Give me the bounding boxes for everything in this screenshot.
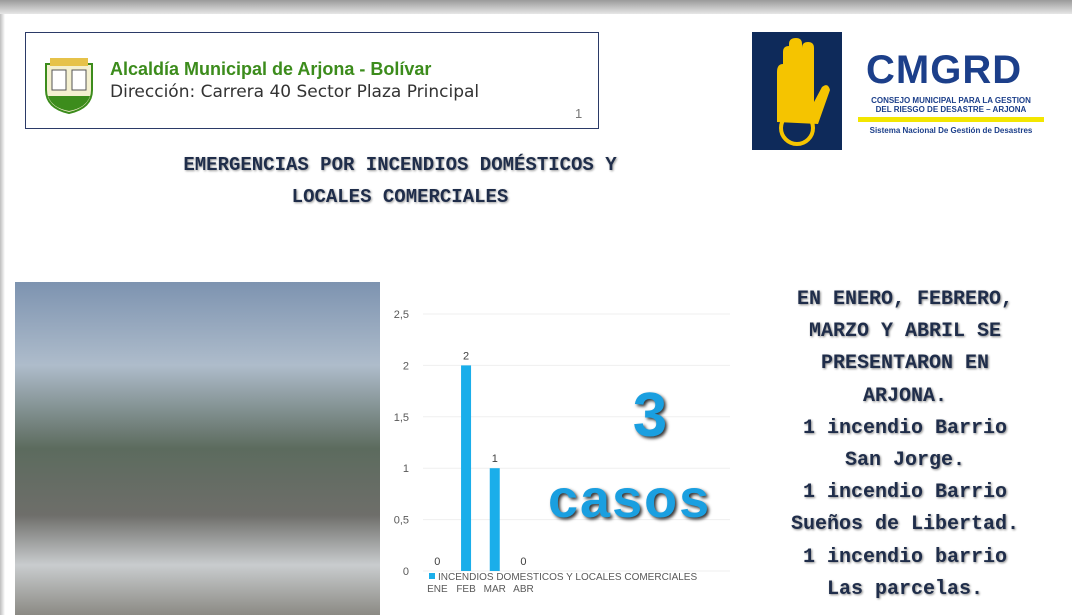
photo: [15, 282, 380, 615]
x-tick-label: FEB: [456, 584, 476, 595]
total-label: casos: [548, 469, 712, 529]
summary-line: Sueños de Libertad.: [790, 513, 1020, 537]
summary-line: Las parcelas.: [826, 577, 984, 601]
x-tick-label: ABR: [513, 584, 534, 595]
address: Dirección: Carrera 40 Sector Plaza Princ…: [110, 82, 480, 102]
logo-text: Sistema Nacional De Gestión de Desastres: [869, 126, 1033, 135]
bar: [489, 468, 500, 571]
y-tick-label: 0: [403, 566, 409, 578]
title: EMERGENCIAS POR INCENDIOS DOMÉSTICOS Y: [183, 154, 617, 176]
logo-text: CONSEJO MUNICIPAL PARA LA GESTION: [871, 96, 1031, 105]
summary-line: San Jorge.: [844, 449, 966, 472]
org-name: Alcaldía Municipal de Arjona - Bolívar: [110, 59, 432, 79]
summary-line: PRESENTARON EN: [820, 352, 990, 376]
title: LOCALES COMERCIALES: [291, 186, 509, 208]
x-tick-label: ENE: [427, 584, 448, 595]
y-tick-label: 2,5: [394, 309, 409, 321]
y-tick-label: 0,5: [394, 515, 409, 527]
summary-line: 1 incendio Barrio: [802, 481, 1008, 505]
summary-line: 1 incendio Barrio: [802, 416, 1008, 440]
summary-line: 1 incendio barrio: [802, 545, 1008, 569]
x-tick-label: MAR: [484, 584, 506, 595]
legend-swatch: [429, 573, 435, 579]
data-label: 2: [463, 350, 469, 362]
data-label: 0: [520, 556, 526, 568]
summary-line: MARZO Y ABRIL SE: [808, 320, 1002, 344]
y-tick-label: 1: [403, 463, 409, 475]
logo-bar: [858, 117, 1044, 122]
data-label: 1: [492, 453, 498, 465]
total-number: 3: [632, 381, 668, 450]
bar: [461, 365, 472, 571]
y-tick-label: 2: [403, 360, 409, 372]
crest: [45, 58, 93, 114]
summary-line: EN ENERO, FEBRERO,: [796, 288, 1014, 311]
left-bar: [0, 14, 5, 615]
legend-label: INCENDIOS DOMESTICOS Y LOCALES COMERCIAL…: [438, 572, 697, 583]
header-box: [25, 32, 599, 129]
y-tick-label: 1,5: [394, 412, 409, 424]
top-bar: [0, 0, 1072, 14]
logo-text: DEL RIESGO DE DESASTRE – ARJONA: [875, 105, 1027, 114]
summary-line: ARJONA.: [862, 384, 947, 408]
data-label: 0: [434, 556, 440, 568]
page-number: 1: [575, 106, 583, 121]
logo-acronym: CMGRD: [866, 48, 1023, 92]
logo-square: [752, 32, 842, 150]
